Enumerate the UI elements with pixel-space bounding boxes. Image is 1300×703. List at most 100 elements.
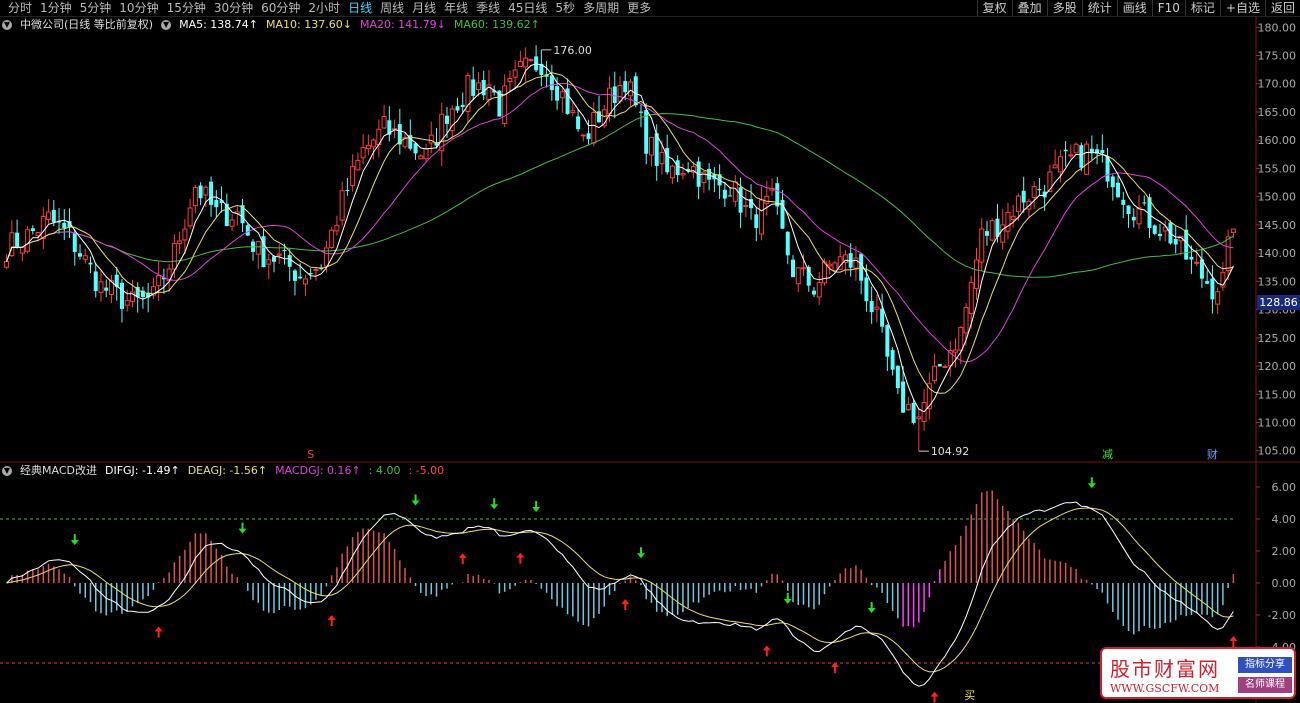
- candle-body: [1116, 182, 1121, 198]
- macd-label: MACDGJ: 0.16↑: [275, 464, 361, 477]
- candle-body: [192, 186, 198, 207]
- candle-body: [764, 195, 770, 204]
- candle-body: [1184, 229, 1189, 260]
- candle-body: [1042, 191, 1047, 198]
- action-button-7[interactable]: +自选: [1219, 0, 1265, 16]
- ma60-label: MA60: 139.62↑: [453, 18, 540, 31]
- upper-ref-label: : 4.00: [368, 464, 401, 477]
- period-tab-0[interactable]: 分时: [8, 1, 33, 15]
- period-tab-11[interactable]: 年线: [444, 1, 469, 15]
- candle-body: [853, 257, 859, 269]
- candle-body: [287, 255, 292, 267]
- watermark-logo: 股市财富网 WWW.GSCFW.COM 指标分享 名师课程: [1100, 647, 1296, 699]
- candle-body: [475, 82, 481, 91]
- indicator-title: 经典MACD改进: [20, 464, 97, 477]
- candle-body: [1142, 202, 1147, 204]
- candle-body: [638, 111, 643, 113]
- period-tab-2[interactable]: 5分钟: [79, 1, 112, 15]
- ma-settings-icon[interactable]: ▼: [161, 20, 172, 30]
- candle-body: [953, 349, 959, 353]
- candle-body: [1000, 224, 1006, 243]
- candle-body: [728, 195, 733, 197]
- candle-body: [497, 90, 502, 117]
- period-tab-4[interactable]: 15分钟: [166, 1, 206, 15]
- candle-body: [816, 282, 822, 298]
- period-tab-12[interactable]: 季线: [476, 1, 501, 15]
- candle-body: [114, 274, 119, 287]
- period-tab-6[interactable]: 60分钟: [261, 1, 301, 15]
- period-tab-9[interactable]: 周线: [380, 1, 405, 15]
- action-button-0[interactable]: 复权: [976, 0, 1012, 16]
- period-tab-14[interactable]: 5秒: [555, 1, 576, 15]
- candle-body: [381, 116, 387, 129]
- ma5-line: [6, 63, 1234, 413]
- period-tab-5[interactable]: 30分钟: [213, 1, 254, 15]
- candle-body: [811, 290, 816, 295]
- candle-body: [140, 290, 145, 298]
- dif-label: DIFGJ: -1.49↑: [104, 464, 180, 477]
- candle-body: [586, 133, 591, 140]
- period-tab-7[interactable]: 2小时: [308, 1, 341, 15]
- candle-body: [397, 124, 402, 145]
- candle-body: [1084, 143, 1090, 175]
- candle-body: [901, 381, 906, 413]
- candle-body: [743, 204, 749, 207]
- period-tab-10[interactable]: 月线: [412, 1, 437, 15]
- period-tab-16[interactable]: 更多: [627, 1, 652, 15]
- period-tab-13[interactable]: 45日线: [508, 1, 548, 15]
- candle-body: [827, 263, 833, 267]
- candle-body: [864, 277, 869, 302]
- candle-body: [648, 136, 654, 156]
- candle-body: [1178, 235, 1184, 242]
- main-ytick-label: 170.00: [1258, 78, 1297, 91]
- period-tab-3[interactable]: 10分钟: [119, 1, 159, 15]
- period-tab-15[interactable]: 多周期: [583, 1, 620, 15]
- candle-body: [947, 350, 953, 367]
- watermark-title: 股市财富网: [1110, 657, 1220, 681]
- candle-body: [528, 58, 534, 62]
- candle-body: [1173, 239, 1178, 245]
- period-tab-8[interactable]: 日线: [348, 1, 373, 15]
- candle-body: [78, 253, 83, 257]
- candle-body: [675, 160, 680, 176]
- collapse-icon[interactable]: ▼: [2, 20, 12, 30]
- action-button-5[interactable]: F10: [1151, 0, 1185, 16]
- action-button-8[interactable]: 返回: [1264, 0, 1300, 16]
- candle-body: [984, 231, 989, 236]
- candle-body: [775, 183, 780, 207]
- candle-body: [968, 281, 974, 315]
- period-tab-1[interactable]: 1分钟: [40, 1, 72, 15]
- candle-body: [869, 300, 874, 313]
- action-button-4[interactable]: 画线: [1116, 0, 1152, 16]
- mark-jian: 减: [1102, 448, 1113, 461]
- candle-body: [932, 365, 938, 382]
- candle-body: [1068, 154, 1074, 157]
- candle-body: [255, 241, 261, 255]
- candle-body: [88, 262, 93, 265]
- macd-ytick-label: 2.00: [1272, 545, 1297, 558]
- action-button-3[interactable]: 统计: [1081, 0, 1117, 16]
- buy-arrow-icon: [327, 614, 336, 626]
- candle-body: [1047, 171, 1053, 193]
- candle-body: [512, 69, 518, 78]
- candle-body: [607, 87, 613, 115]
- candle-body: [1110, 176, 1115, 188]
- action-button-2[interactable]: 多股: [1046, 0, 1082, 16]
- candle-body: [633, 76, 638, 106]
- candle-body: [371, 139, 377, 148]
- candle-body: [104, 287, 109, 291]
- indicator-collapse-icon[interactable]: ▼: [2, 466, 12, 476]
- candle-body: [209, 181, 214, 205]
- main-ytick-label: 120.00: [1258, 360, 1297, 373]
- ma10-line: [6, 72, 1234, 394]
- chart-canvas[interactable]: 105.00110.00115.00120.00125.00130.00135.…: [0, 16, 1300, 703]
- candle-body: [402, 137, 408, 148]
- candle-body: [880, 308, 885, 327]
- buy-arrow-icon: [458, 553, 467, 565]
- action-button-1[interactable]: 叠加: [1011, 0, 1047, 16]
- ma20-label: MA20: 141.79↓: [359, 18, 446, 31]
- ma10-label: MA10: 137.60↓: [266, 18, 352, 31]
- candle-body: [890, 350, 895, 370]
- candle-body: [434, 142, 439, 146]
- action-button-6[interactable]: 标记: [1184, 0, 1220, 16]
